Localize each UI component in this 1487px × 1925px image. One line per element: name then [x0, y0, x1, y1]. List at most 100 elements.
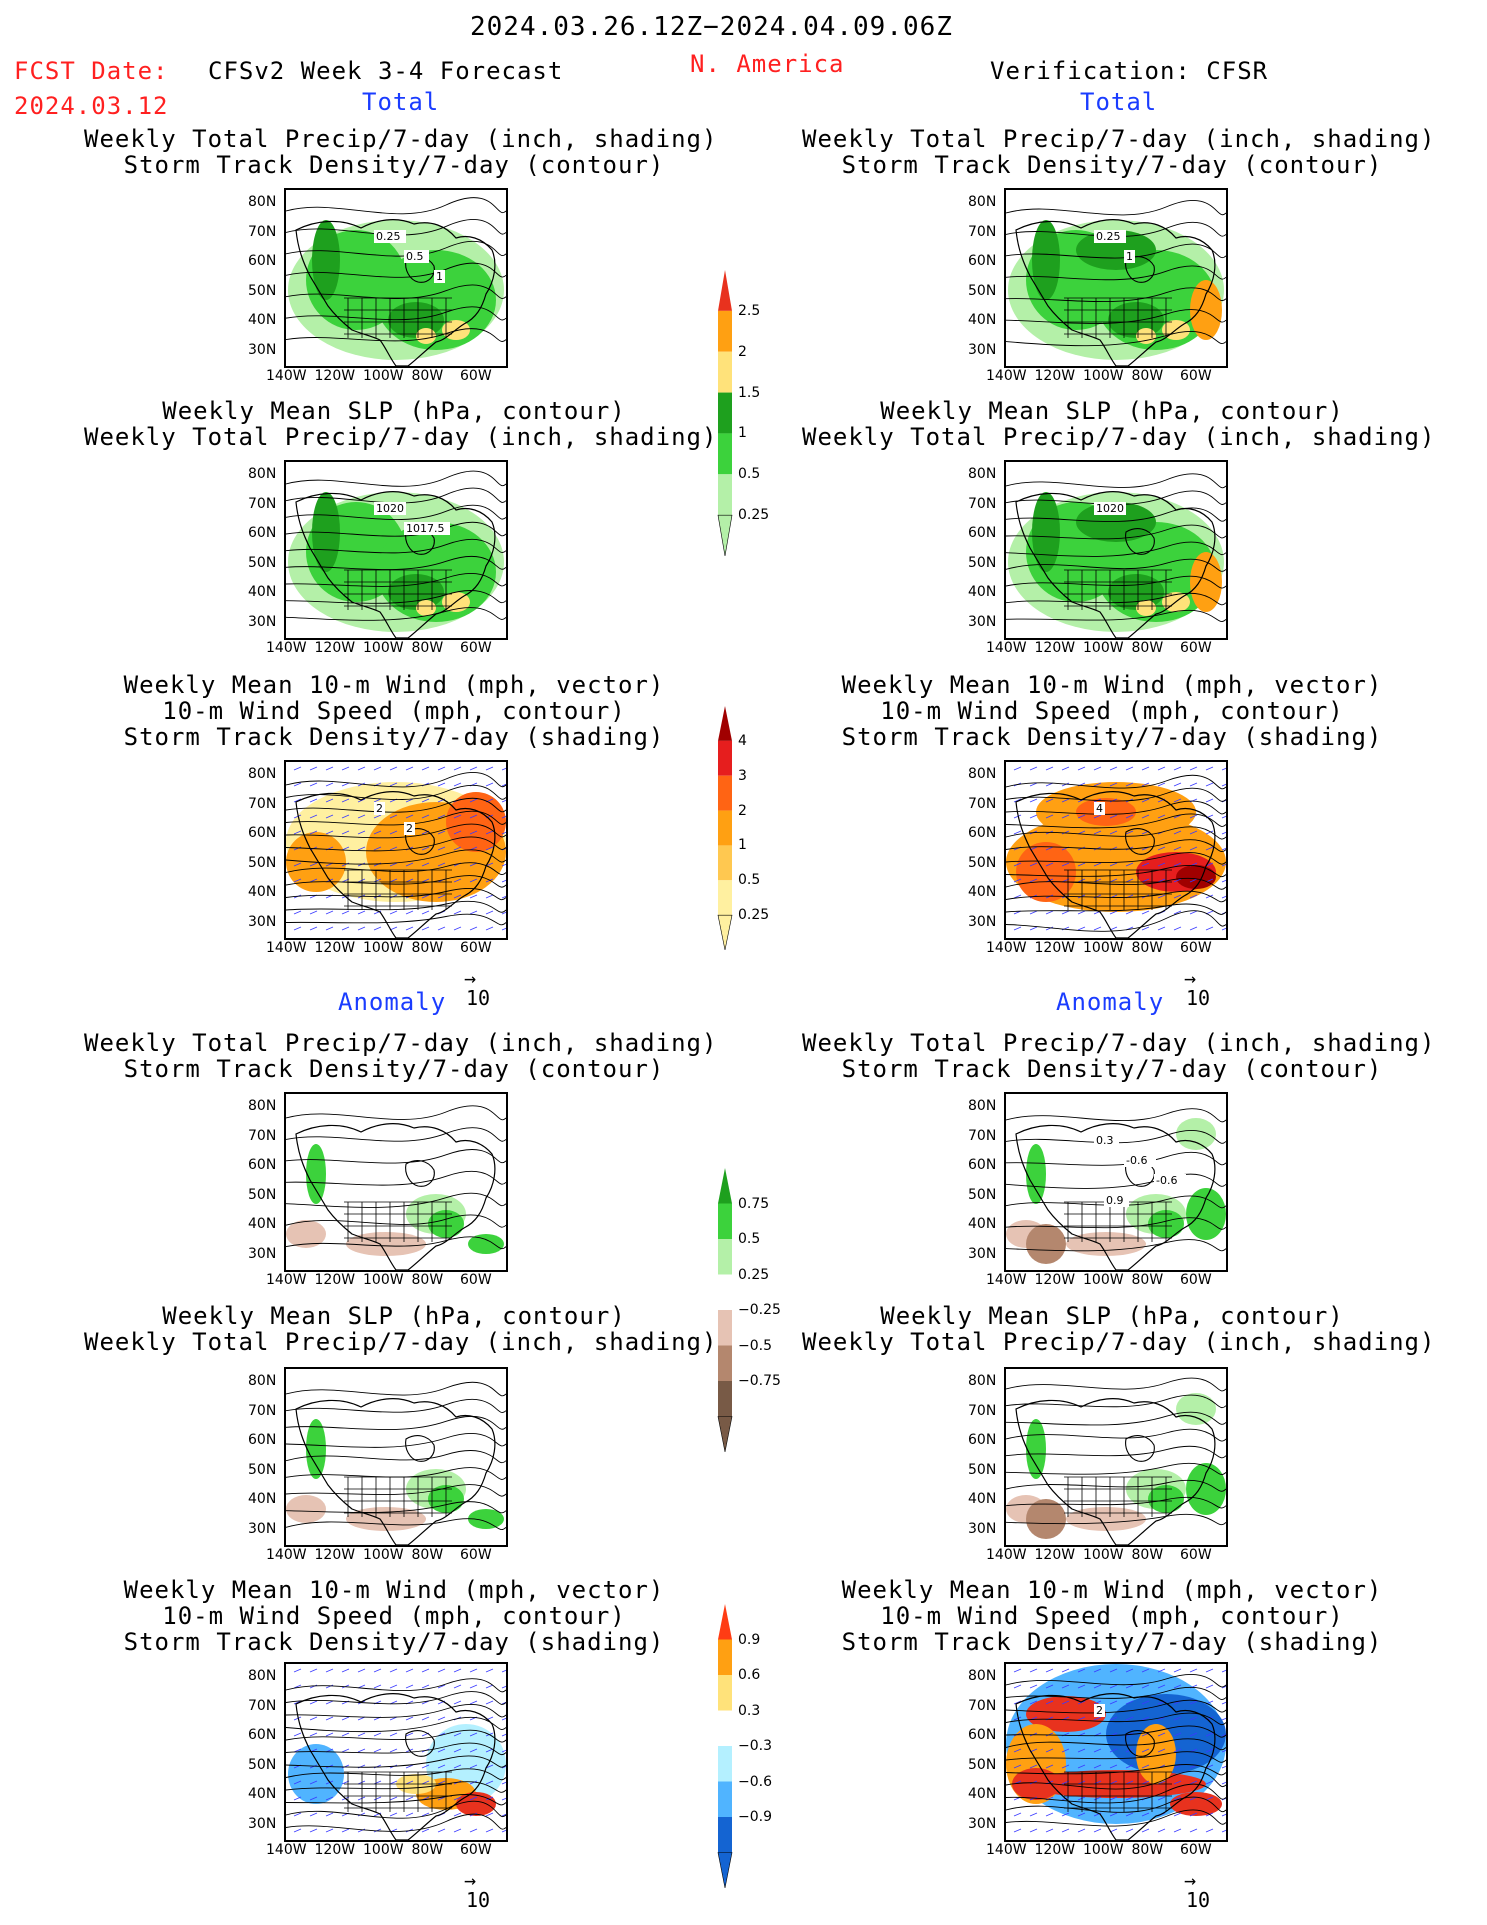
contour-label-bg	[1094, 502, 1126, 515]
precip-total-left-map-svg: 0.25 0.5 1	[286, 197, 506, 366]
wind-vector	[325, 798, 334, 803]
precip-anom-left-map	[284, 1092, 508, 1272]
wind-vector	[1045, 1812, 1054, 1817]
wind-vector	[1125, 1684, 1134, 1689]
wind-vector	[1173, 1748, 1182, 1753]
precip-anom-left-lon-tick: 100W	[363, 1272, 404, 1288]
wind-vector	[1221, 1717, 1226, 1721]
precip-anom-left-lat-tick: 40N	[248, 1216, 277, 1232]
precip-anom-left-lon-tick: 120W	[314, 1272, 356, 1288]
wind-vector	[1205, 766, 1214, 771]
wind-anom-right-title-line-1: Weekly Mean 10-m Wind (mph, vector)	[841, 1576, 1383, 1604]
wind-vector	[1125, 1796, 1134, 1801]
wind-vector	[1189, 1716, 1198, 1721]
contour-line	[286, 913, 506, 926]
slp-anom-left-lat-tick: 80N	[248, 1373, 277, 1389]
wind-vector	[1189, 1732, 1198, 1737]
shading-area	[1026, 1499, 1066, 1539]
colorbar-top-triangle	[718, 1604, 732, 1640]
wind-anom-left-lat-tick: 70N	[248, 1697, 277, 1714]
contour-label-bg	[1094, 1704, 1105, 1717]
colorbar-precip_anom-label: −0.25	[738, 1302, 781, 1318]
slp-total-left-lon-tick: 140W	[266, 640, 307, 656]
wind-vector	[1221, 1701, 1226, 1705]
contour-line	[286, 1170, 506, 1186]
wind-vector	[1045, 814, 1054, 819]
wind-vector	[1093, 1748, 1102, 1753]
slp-total-left-lon-tick: 100W	[363, 640, 404, 656]
contour-line	[286, 1794, 506, 1806]
slp-total-left-lat-tick: 40N	[248, 584, 277, 600]
hudson-bay-outline	[1125, 528, 1155, 555]
wind-vector	[469, 1732, 478, 1737]
wind-vector	[1013, 1828, 1022, 1833]
wind-vector	[1173, 814, 1182, 819]
wind-vector	[1093, 1668, 1102, 1673]
contour-label-bg	[374, 230, 406, 243]
wind-vector	[357, 1732, 366, 1737]
wind-vector	[469, 766, 478, 771]
precip-anom-left-lat-tick: 80N	[248, 1098, 277, 1114]
precip-anom-left-lat-tick: 30N	[248, 1245, 277, 1262]
wind-vector	[293, 1700, 302, 1705]
slp-anom-left-lon-tick: 140W	[266, 1547, 307, 1563]
wind-vector	[389, 1780, 398, 1785]
contour-line	[1006, 265, 1226, 281]
region-title: N. America	[690, 50, 845, 78]
contour-line	[286, 328, 506, 342]
wind-vector	[1157, 846, 1166, 851]
precip-total-left-lon-tick: 140W	[266, 368, 307, 384]
colorbar-precip_anom-label: 0.5	[738, 1231, 761, 1247]
shading-area	[1108, 574, 1164, 610]
colorbar-storm_total	[717, 706, 733, 951]
wind-vector	[1061, 1828, 1070, 1833]
wind-vector	[373, 1732, 382, 1737]
precip-anom-right-lon-tick: 60W	[1180, 1272, 1212, 1288]
slp-total-left-lat-tick: 30N	[248, 613, 277, 630]
wind-vector	[1109, 782, 1118, 787]
precip-total-left-lon-tick: 80W	[411, 368, 444, 384]
colorbar-precip_anom	[717, 1168, 733, 1453]
wind-vector	[1157, 1780, 1166, 1785]
shading-area	[1026, 1224, 1066, 1264]
wind-vector	[373, 878, 382, 883]
contour-line	[1006, 826, 1226, 840]
wind-vector	[389, 1684, 398, 1689]
wind-vector	[1029, 814, 1038, 819]
wind-vector	[325, 830, 334, 835]
contour-line	[1006, 1151, 1226, 1166]
wind-vector	[453, 910, 462, 915]
wind-vector	[437, 1748, 446, 1753]
wind-vector	[1205, 926, 1214, 931]
precip-total-left-lat-tick: 60N	[248, 253, 277, 269]
precip-anom-right-lat-tick: 80N	[968, 1098, 997, 1114]
slp-total-right-lat-tick: 50N	[968, 554, 997, 571]
slp-total-right-title-line-1: Weekly Mean SLP (hPa, contour)	[880, 397, 1344, 425]
wind-total-right-title-line-2: 10-m Wind Speed (mph, contour)	[880, 697, 1344, 725]
wind-vector	[1109, 1748, 1118, 1753]
wind-vector	[421, 1828, 430, 1833]
wind-vector	[437, 926, 446, 931]
wind-anom-right-lon-tick: 120W	[1034, 1842, 1076, 1858]
wind-vector	[1029, 926, 1038, 931]
wind-total-left-lat-tick: 30N	[248, 913, 277, 930]
shading-area	[1176, 1393, 1216, 1425]
colorbar-storm_anom-label: 0.6	[738, 1667, 761, 1683]
wind-vector	[501, 1781, 506, 1785]
colorbar-segment	[718, 1746, 732, 1782]
wind-vector	[485, 910, 494, 915]
wind-vector	[1141, 910, 1150, 915]
wind-total-right-title-line-3: Storm Track Density/7-day (shading)	[841, 723, 1383, 751]
wind-vector	[1189, 830, 1198, 835]
wind-vector	[421, 878, 430, 883]
slp-anom-right-lon-tick: 120W	[1034, 1547, 1076, 1563]
contour-line	[286, 797, 506, 813]
wind-vector	[485, 1700, 494, 1705]
wind-anom-left-lon-tick: 60W	[460, 1842, 492, 1858]
contour-line	[1006, 1108, 1226, 1123]
wind-total-left-lat-tick: 80N	[248, 766, 277, 782]
wind-vector	[501, 1685, 506, 1689]
contour-line	[286, 875, 506, 888]
shading-area	[416, 600, 436, 616]
